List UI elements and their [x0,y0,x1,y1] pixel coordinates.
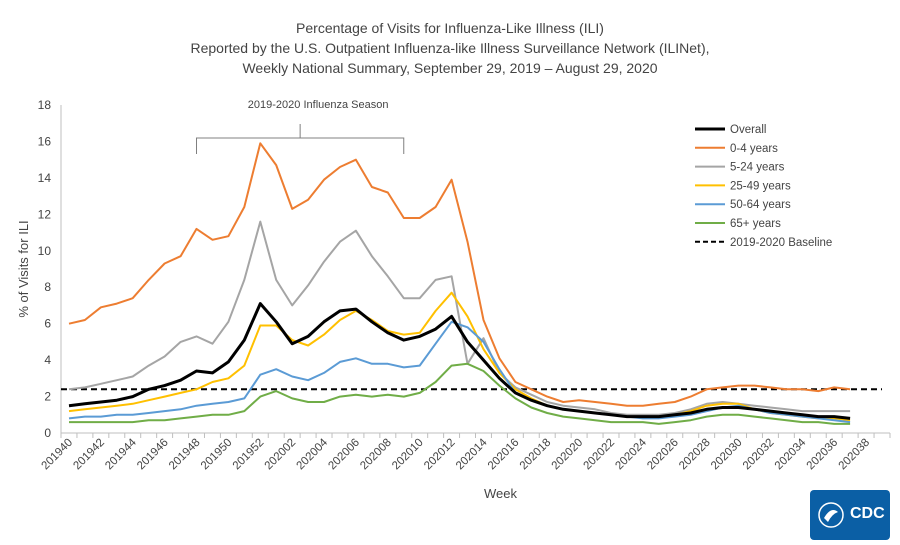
legend-label: Overall [730,124,766,136]
series-line-0-4-years [68,142,851,407]
legend-label: 50-64 years [730,199,791,211]
x-tick-label: 202024 [613,436,649,472]
x-tick-label: 201950 [199,437,235,473]
legend-label: 0-4 years [730,143,778,155]
x-tick-label: 202030 [709,437,745,473]
y-tick-label: 0 [44,426,51,440]
legend-label: 65+ years [730,218,781,230]
cdc-logo: CDC [810,490,890,540]
x-tick-label: 201942 [71,437,107,473]
x-axis-title: Week [484,486,517,501]
y-tick-label: 8 [44,280,51,294]
legend-label: 25-49 years [730,180,791,192]
x-tick-label: 202038 [837,437,873,473]
x-tick-label: 202018 [518,437,554,473]
x-tick-label: 202034 [773,436,809,472]
x-tick-label: 202012 [422,437,458,473]
x-tick-label: 202016 [486,437,522,473]
x-tick-label: 202004 [295,436,331,472]
x-tick-label: 202006 [326,437,362,473]
series-line-65-years [69,362,851,425]
x-tick-label: 201946 [135,437,171,473]
chart-title-line-3: Weekly National Summary, September 29, 2… [242,60,658,76]
x-tick-label: 201952 [231,437,267,473]
x-tick-label: 202002 [263,437,299,473]
x-tick-label: 202014 [454,436,490,472]
chart-title-line-2: Reported by the U.S. Outpatient Influenz… [190,40,710,56]
x-tick-label: 202020 [550,437,586,473]
x-tick-label: 202022 [582,437,618,473]
y-tick-label: 6 [44,317,51,331]
series-line-overall [68,302,851,420]
hhs-eagle-icon [818,502,844,528]
x-tick-label: 202028 [677,437,713,473]
y-tick-label: 18 [38,98,52,112]
x-tick-label: 202032 [741,437,777,473]
series-line-25-49-years [68,291,851,422]
y-tick-label: 10 [38,244,52,258]
x-tick-label: 201940 [39,437,75,473]
cdc-logo-text: CDC [850,505,885,522]
y-tick-label: 12 [38,207,52,221]
y-axis-title: % of Visits for ILI [16,220,31,317]
y-tick-label: 4 [44,353,51,367]
x-tick-label: 202026 [645,437,681,473]
x-tick-label: 201948 [167,437,203,473]
chart-title-line-1: Percentage of Visits for Influenza-Like … [296,20,604,36]
season-bracket [196,124,405,154]
y-tick-label: 2 [44,390,51,404]
legend-label: 2019-2020 Baseline [730,237,832,249]
y-tick-label: 16 [38,134,52,148]
x-tick-label: 202008 [358,437,394,473]
legend-label: 5-24 years [730,162,785,174]
x-tick-label: 202010 [390,437,426,473]
y-tick-label: 14 [38,171,52,185]
season-annotation: 2019-2020 Influenza Season [248,99,389,111]
series-line-5-24-years [68,220,851,416]
x-tick-label: 202036 [805,437,841,473]
x-tick-label: 201944 [103,436,139,472]
